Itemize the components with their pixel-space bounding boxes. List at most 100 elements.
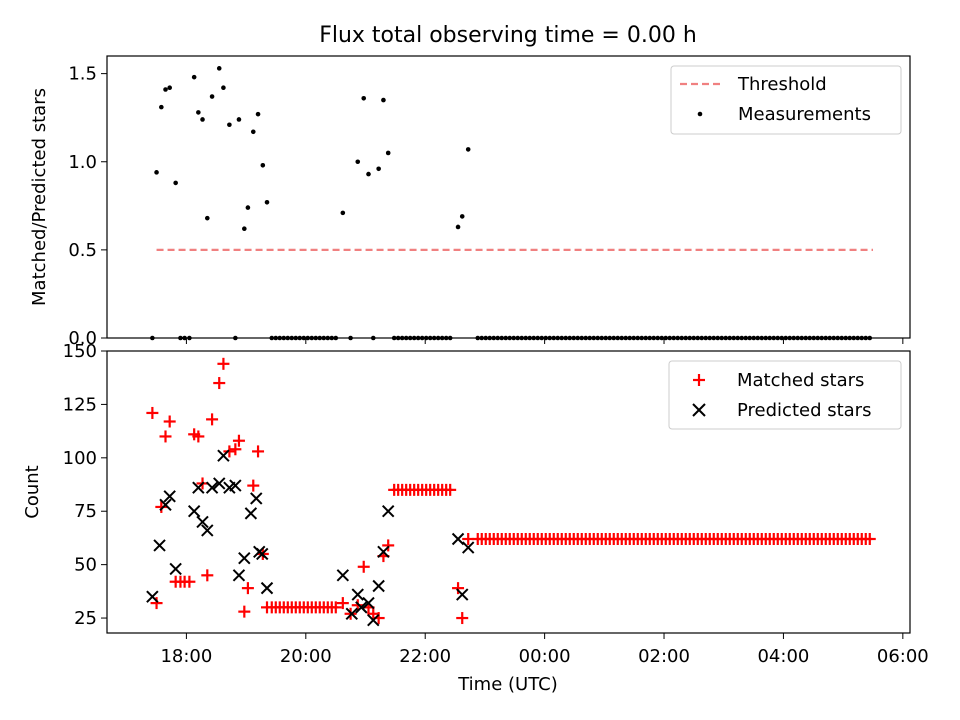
predicted-star-point bbox=[201, 524, 214, 537]
matched-legend-label: Matched stars bbox=[737, 370, 864, 391]
top-y-tick-label: 1.0 bbox=[68, 152, 97, 173]
predicted-star-point bbox=[362, 596, 375, 610]
measurement-point bbox=[167, 85, 172, 91]
bottom-x-tick-label: 04:00 bbox=[757, 646, 809, 667]
predicted-star-point bbox=[187, 505, 201, 518]
predicted-star-point bbox=[336, 569, 350, 582]
bottom-x-tick-label: 06:00 bbox=[877, 646, 929, 667]
matched-star-point bbox=[217, 357, 230, 370]
bottom-panel: 25 50 75 100 125 150 18:00 20:00 22:00 00:00 02:0… bbox=[22, 341, 929, 695]
bottom-y-tick-label: 25 bbox=[74, 608, 97, 629]
matched-star-point bbox=[863, 533, 876, 545]
bottom-y-tick-label: 150 bbox=[63, 341, 97, 362]
measurement-point bbox=[196, 110, 201, 115]
predicted-star-point bbox=[345, 607, 358, 620]
bottom-x-tick-label: 22:00 bbox=[399, 646, 451, 667]
chart-title: Flux total observing time = 0.00 h bbox=[319, 23, 697, 48]
measurement-point bbox=[191, 74, 197, 80]
bottom-x-tick-label: 18:00 bbox=[160, 646, 212, 667]
measurement-point bbox=[221, 85, 226, 91]
matched-star-point bbox=[146, 406, 159, 419]
measurement-point bbox=[459, 214, 465, 219]
predicted-star-point bbox=[461, 541, 475, 554]
measurement-point bbox=[209, 94, 215, 99]
predicted-star-point bbox=[169, 562, 182, 576]
measurement-point bbox=[255, 111, 261, 117]
measurement-point bbox=[340, 210, 346, 216]
predicted-star-point bbox=[213, 477, 226, 490]
predicted-star-point bbox=[229, 479, 242, 492]
matched-star-point bbox=[238, 605, 251, 618]
matched-star-point bbox=[183, 575, 196, 588]
measurement-point bbox=[236, 117, 242, 122]
predicted-star-point bbox=[456, 588, 469, 601]
matched-star-point bbox=[229, 443, 242, 456]
measurement-point bbox=[159, 104, 164, 110]
predicted-star-point bbox=[355, 601, 368, 614]
predicted-star-point bbox=[256, 547, 269, 561]
matched-star-point bbox=[155, 500, 168, 513]
matched-star-point bbox=[150, 597, 163, 610]
predicted-star-point bbox=[381, 505, 395, 518]
matched-star-point bbox=[357, 560, 370, 573]
predicted-legend-label: Predicted stars bbox=[737, 400, 871, 421]
predicted-star-point bbox=[159, 498, 172, 512]
matched-star-point bbox=[241, 582, 254, 595]
measurements-legend-label: Measurements bbox=[738, 104, 871, 125]
predicted-star-point bbox=[192, 481, 205, 494]
predicted-star-point bbox=[196, 515, 209, 529]
measurement-point bbox=[163, 87, 168, 92]
predicted-star-point bbox=[232, 569, 246, 582]
predicted-star-point bbox=[377, 545, 390, 559]
measurement-point bbox=[264, 199, 270, 205]
predicted-star-point bbox=[153, 539, 166, 552]
measurement-point bbox=[242, 226, 247, 232]
measurement-point bbox=[245, 205, 251, 210]
top-y-tick-label: 0.5 bbox=[68, 240, 97, 261]
bottom-x-tick-label: 00:00 bbox=[519, 646, 571, 667]
bottom-y-tick-label: 50 bbox=[74, 555, 97, 576]
bottom-y-axis-label: Count bbox=[22, 465, 43, 518]
top-y-tick-label: 1.5 bbox=[68, 64, 97, 85]
matched-star-point bbox=[232, 434, 245, 447]
predicted-star-point bbox=[250, 492, 263, 505]
matched-star-point bbox=[213, 377, 226, 390]
bottom-y-tick-label: 125 bbox=[63, 394, 97, 415]
predicted-star-point bbox=[163, 490, 176, 503]
top-legend: Threshold Measurements bbox=[670, 65, 902, 135]
predicted-star-point bbox=[217, 449, 230, 462]
matched-star-point bbox=[456, 612, 469, 625]
predicted-star-point bbox=[146, 590, 159, 603]
predicted-legend-swatch bbox=[692, 403, 706, 417]
matched-star-point bbox=[336, 597, 349, 610]
top-axes-frame bbox=[106, 55, 911, 339]
matched-star-point bbox=[452, 582, 465, 595]
matched-star-point bbox=[252, 445, 265, 458]
measurement-point bbox=[154, 170, 159, 175]
bottom-x-tick-label: 02:00 bbox=[638, 646, 690, 667]
matched-star-point bbox=[201, 569, 214, 582]
matched-legend-swatch bbox=[693, 374, 705, 386]
predicted-star-point bbox=[244, 507, 258, 520]
predicted-star-point bbox=[372, 579, 385, 593]
matched-star-point bbox=[382, 539, 395, 552]
matched-star-point bbox=[192, 430, 205, 443]
bottom-axes-frame bbox=[106, 350, 911, 634]
x-axis-label: Time (UTC) bbox=[457, 674, 558, 695]
measurement-point bbox=[381, 97, 386, 103]
matched-star-point bbox=[206, 413, 219, 426]
measurement-point bbox=[361, 96, 367, 101]
bottom-legend-box bbox=[668, 360, 902, 430]
measurement-point bbox=[355, 159, 361, 165]
predicted-star-point bbox=[367, 613, 380, 627]
measurement-point bbox=[385, 150, 391, 156]
measurement-point bbox=[250, 129, 256, 135]
matched-star-point bbox=[163, 415, 176, 428]
matched-star-point bbox=[329, 601, 342, 614]
measurements-legend-swatch bbox=[697, 111, 703, 117]
measurement-point bbox=[205, 215, 210, 221]
bottom-y-tick-label: 100 bbox=[63, 448, 97, 469]
bottom-y-tick-label: 75 bbox=[74, 501, 97, 522]
bottom-x-tick-label: 20:00 bbox=[280, 646, 332, 667]
